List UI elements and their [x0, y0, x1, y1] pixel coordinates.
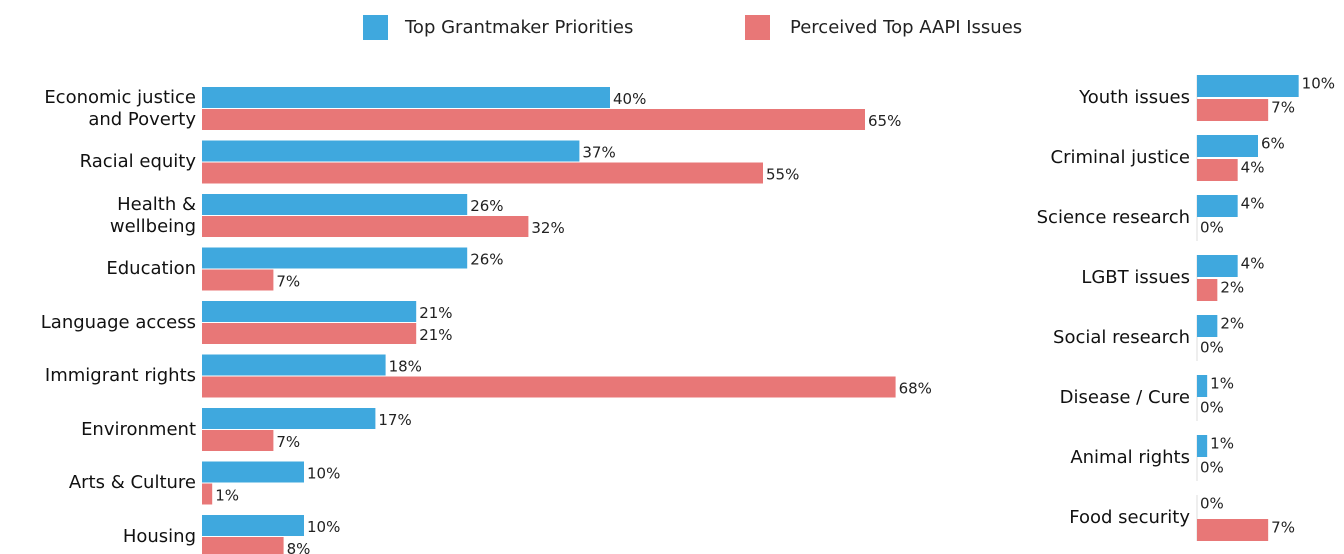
category-label: Youth issues [1079, 87, 1190, 108]
category-label: Food security [1069, 507, 1190, 528]
bar [202, 109, 865, 130]
value-label: 10% [1302, 75, 1335, 93]
value-label: 26% [470, 251, 503, 269]
category-label: Education [106, 258, 196, 279]
value-label: 21% [419, 304, 452, 322]
category-label: Disease / Cure [1059, 387, 1190, 408]
bar [202, 216, 529, 237]
value-label: 0% [1200, 219, 1224, 237]
legend-label: Top Grantmaker Priorities [404, 17, 633, 38]
value-label: 0% [1200, 495, 1224, 513]
bar [202, 269, 274, 291]
value-label: 7% [1271, 519, 1295, 537]
value-label: 0% [1200, 399, 1224, 417]
bar [1197, 435, 1208, 457]
legend-swatch [745, 15, 770, 40]
category-label: Health & wellbeing [109, 193, 196, 237]
value-label: 18% [389, 358, 422, 376]
category-label: Animal rights [1070, 447, 1190, 468]
category-label: Language access [40, 311, 196, 333]
value-label: 68% [899, 380, 932, 398]
value-label: 4% [1241, 255, 1265, 273]
category-label: Criminal justice [1050, 147, 1190, 168]
value-label: 1% [1210, 375, 1234, 393]
bar [202, 430, 274, 451]
bar [1197, 75, 1299, 97]
bar [1197, 195, 1238, 217]
value-label: 0% [1200, 459, 1224, 477]
value-label: 4% [1241, 195, 1265, 213]
bar [1197, 255, 1238, 277]
value-label: 10% [307, 465, 340, 483]
bar [202, 140, 580, 162]
category-label: LGBT issues [1081, 267, 1190, 288]
value-label: 4% [1241, 159, 1265, 177]
category-label: Social research [1053, 327, 1190, 348]
bar [202, 537, 284, 554]
value-label: 8% [287, 540, 311, 554]
category-label: Racial equity [79, 151, 196, 172]
value-label: 55% [766, 166, 799, 184]
value-label: 17% [378, 411, 411, 429]
bar [1197, 159, 1238, 181]
bar [202, 194, 468, 215]
category-label: Immigrant rights [44, 365, 196, 386]
value-label: 37% [582, 144, 615, 162]
bar [202, 301, 417, 322]
bar [1197, 135, 1258, 157]
bar [202, 376, 896, 398]
value-label: 10% [307, 518, 340, 536]
value-label: 7% [276, 433, 300, 451]
legend-label: Perceived Top AAPI Issues [790, 17, 1022, 38]
value-label: 1% [215, 487, 239, 505]
value-label: 7% [1271, 99, 1295, 117]
bar [202, 87, 610, 108]
value-label: 2% [1220, 279, 1244, 297]
bar [202, 515, 304, 536]
bar [1197, 519, 1269, 541]
value-label: 6% [1261, 135, 1285, 153]
bar [1197, 279, 1218, 301]
value-label: 65% [868, 112, 901, 130]
category-label: Housing [122, 525, 196, 547]
bar [202, 247, 468, 269]
value-label: 40% [613, 90, 646, 108]
bar [202, 323, 417, 344]
value-label: 0% [1200, 339, 1224, 357]
category-label: Environment [81, 418, 196, 440]
bar [202, 483, 213, 505]
category-label: Science research [1036, 207, 1190, 228]
value-label: 7% [276, 273, 300, 291]
bar [1197, 375, 1208, 397]
bar [202, 408, 376, 429]
bar [202, 461, 304, 483]
bar [202, 354, 386, 376]
value-label: 2% [1220, 315, 1244, 333]
bar [1197, 99, 1269, 121]
category-label: Economic justice and Poverty [44, 86, 196, 130]
legend-swatch [363, 15, 388, 40]
value-label: 32% [531, 219, 564, 237]
category-label: Arts & Culture [68, 472, 196, 493]
bar [202, 162, 763, 184]
bar [1197, 315, 1218, 337]
value-label: 21% [419, 326, 452, 344]
value-label: 1% [1210, 435, 1234, 453]
value-label: 26% [470, 197, 503, 215]
